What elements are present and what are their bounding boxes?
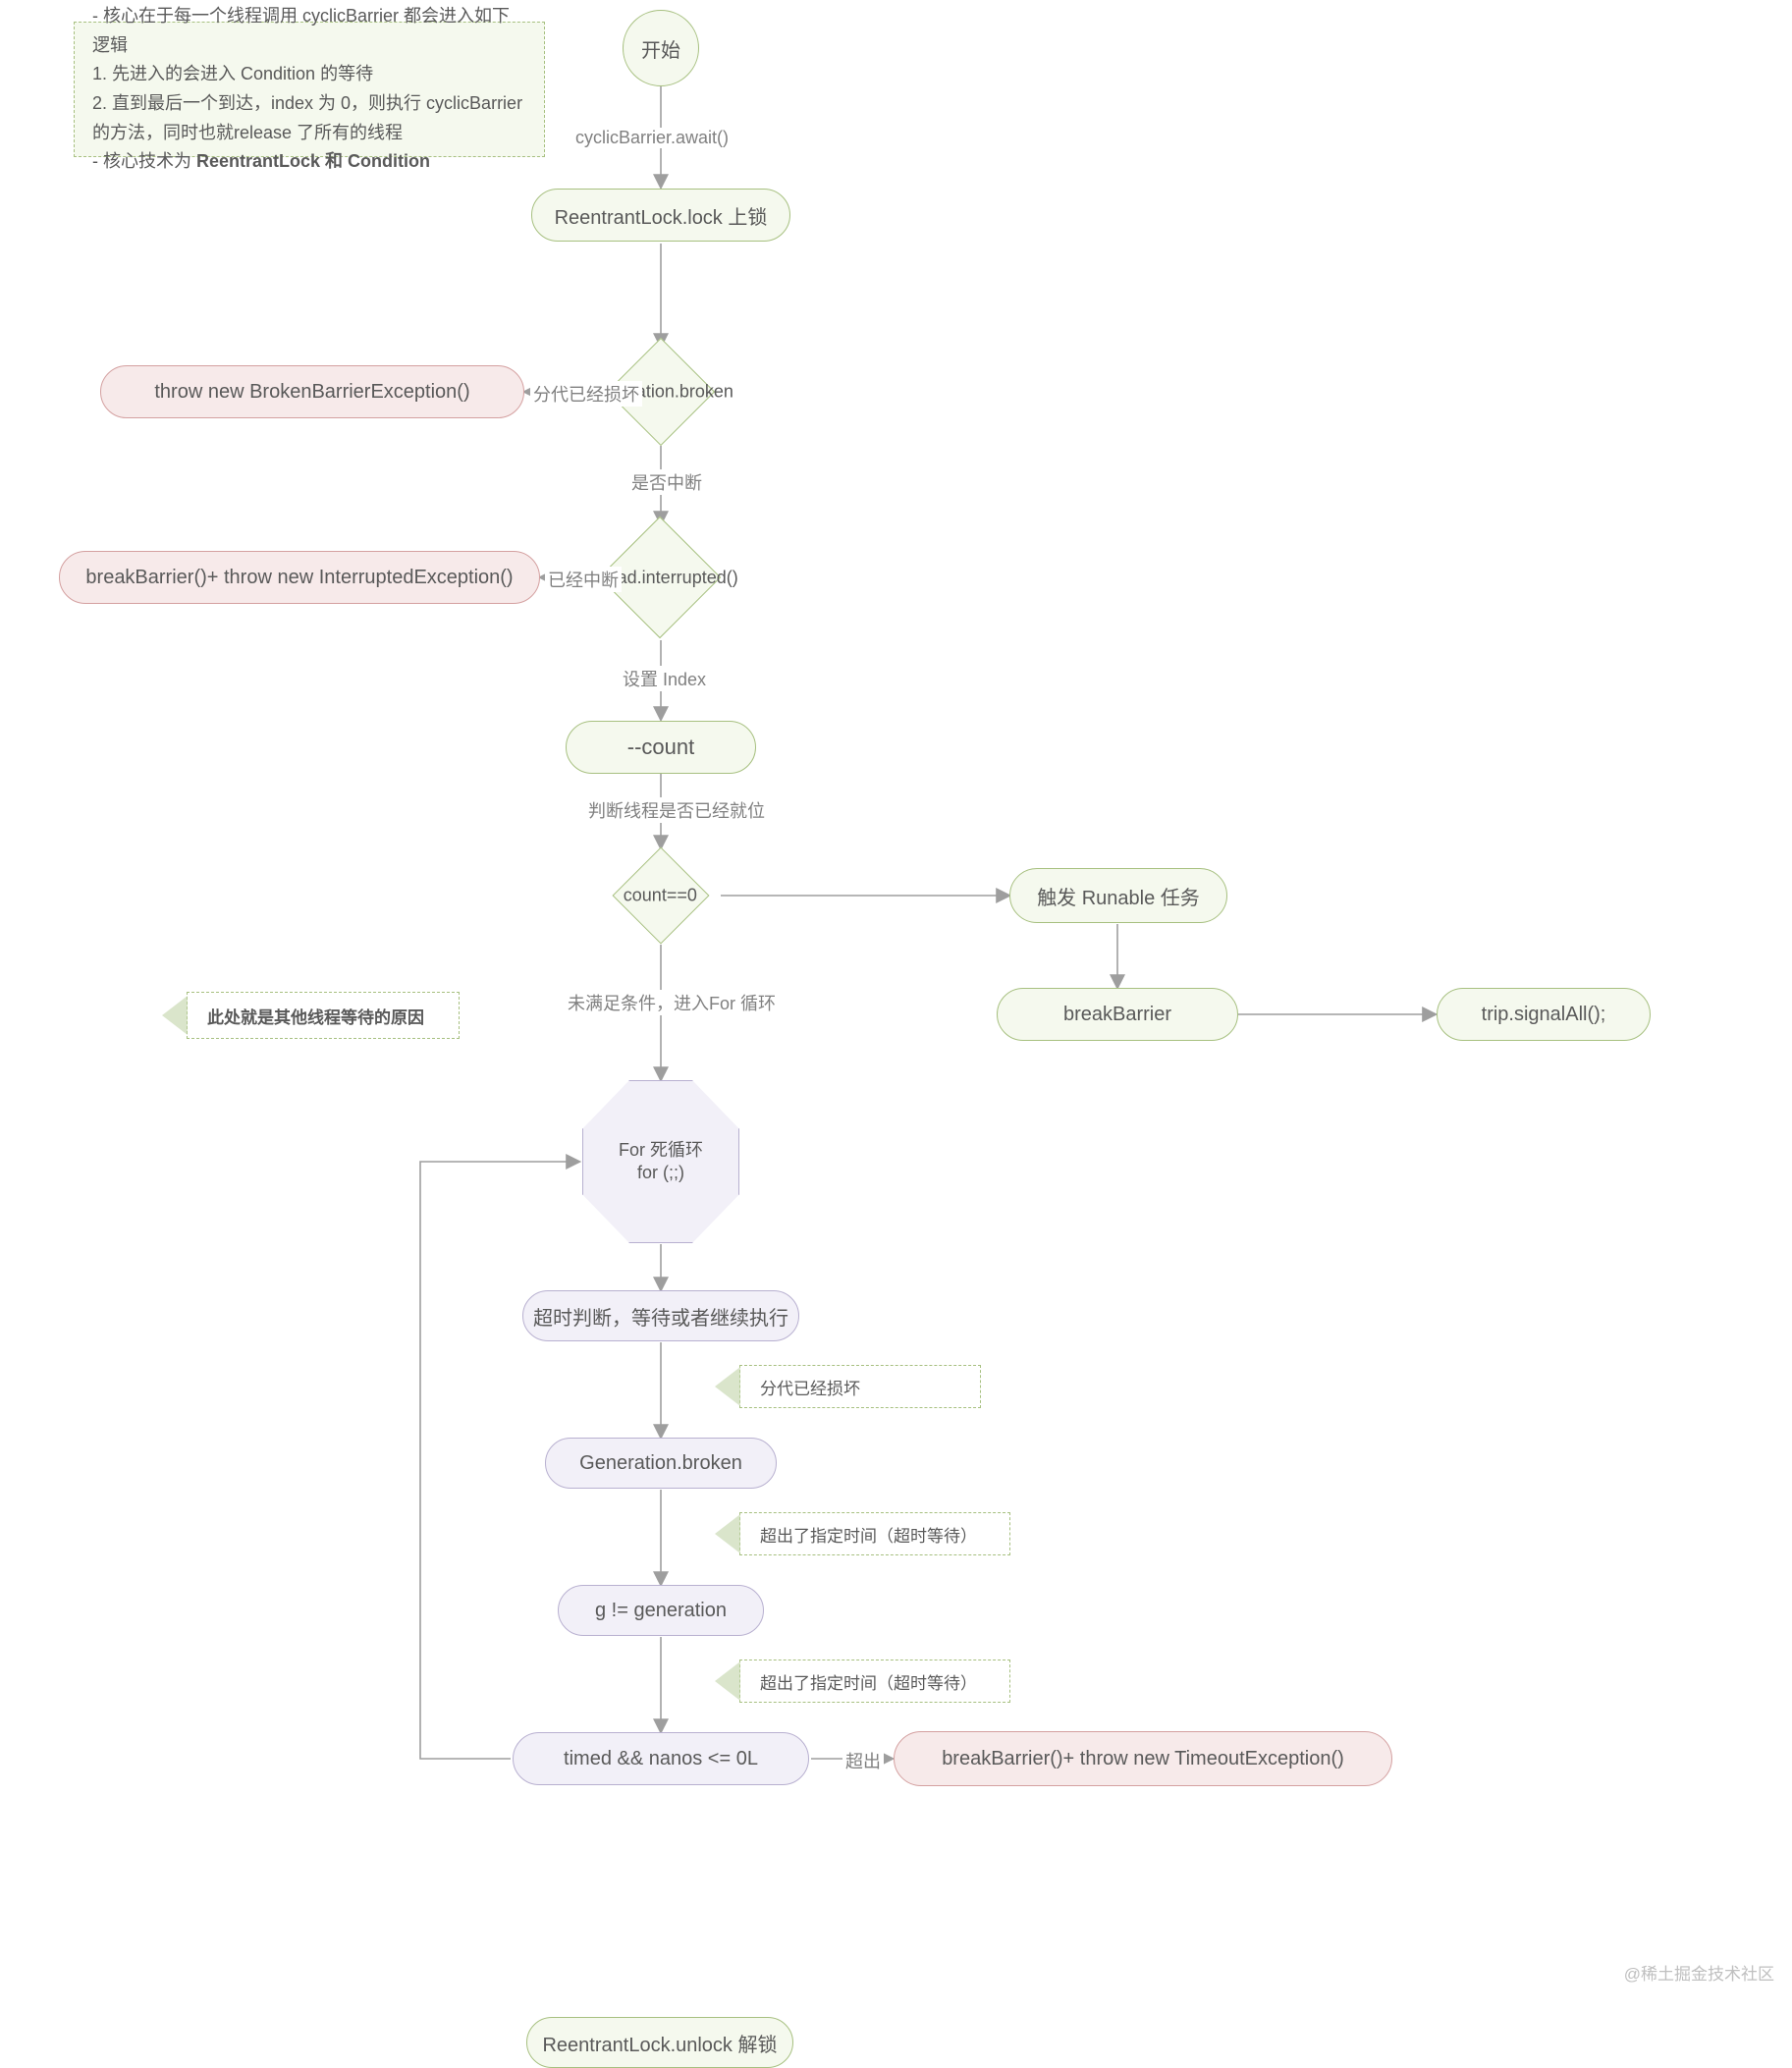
watermark: @稀土掘金技术社区	[1624, 1960, 1774, 1985]
count0-diamond: count==0	[613, 847, 710, 945]
note-l1: - 核心在于每一个线程调用 cyclicBarrier 都会进入如下逻辑	[92, 2, 526, 60]
throw-bbe-node: throw new BrokenBarrierException()	[100, 365, 524, 418]
unlock-node: ReentrantLock.unlock 解锁	[526, 2017, 793, 2068]
label-already-int: 已经中断	[545, 567, 622, 592]
note-l2: 1. 先进入的会进入 Condition 的等待	[92, 60, 526, 89]
signal-node: trip.signalAll();	[1437, 988, 1651, 1041]
label-broken: 分代已经损坏	[530, 381, 642, 407]
forloop-node: For 死循环for (;;)	[582, 1080, 739, 1243]
label-isint: 是否中断	[628, 469, 705, 495]
anno-broken-gen: 分代已经损坏	[739, 1365, 981, 1408]
timeout-check-node: 超时判断，等待或者继续执行	[522, 1290, 799, 1341]
label-await: cyclicBarrier.await()	[572, 128, 732, 148]
flowchart-canvas: - 核心在于每一个线程调用 cyclicBarrier 都会进入如下逻辑 1. …	[0, 0, 1792, 2049]
label-not-cond: 未满足条件，进入For 循环	[565, 990, 779, 1015]
count-node: --count	[566, 721, 756, 774]
start-node: 开始	[623, 10, 699, 86]
note-l4: - 核心技术为 ReentrantLock 和 Condition	[92, 147, 526, 177]
g-ne-gen-node: g != generation	[558, 1585, 764, 1636]
label-check-ready: 判断线程是否已经就位	[585, 797, 768, 823]
runable-node: 触发 Runable 任务	[1009, 868, 1227, 923]
throw-int-node: breakBarrier()+ throw new InterruptedExc…	[59, 551, 540, 604]
throw-timeout-node: breakBarrier()+ throw new TimeoutExcepti…	[894, 1731, 1392, 1786]
anno-over-time1: 超出了指定时间（超时等待）	[739, 1512, 1010, 1555]
anno-over-time2: 超出了指定时间（超时等待）	[739, 1660, 1010, 1703]
label-setindex: 设置 Index	[620, 666, 709, 691]
label-timeout: 超出	[842, 1748, 884, 1773]
lock-node: ReentrantLock.lock 上锁	[531, 189, 790, 242]
gen-broken2-node: Generation.broken	[545, 1438, 777, 1489]
note-box: - 核心在于每一个线程调用 cyclicBarrier 都会进入如下逻辑 1. …	[74, 22, 545, 157]
breakbarrier-node: breakBarrier	[997, 988, 1238, 1041]
anno-wait-reason: 此处就是其他线程等待的原因	[187, 992, 460, 1039]
timed-node: timed && nanos <= 0L	[513, 1732, 809, 1785]
note-l3: 2. 直到最后一个到达，index 为 0，则执行 cyclicBarrier …	[92, 89, 526, 147]
